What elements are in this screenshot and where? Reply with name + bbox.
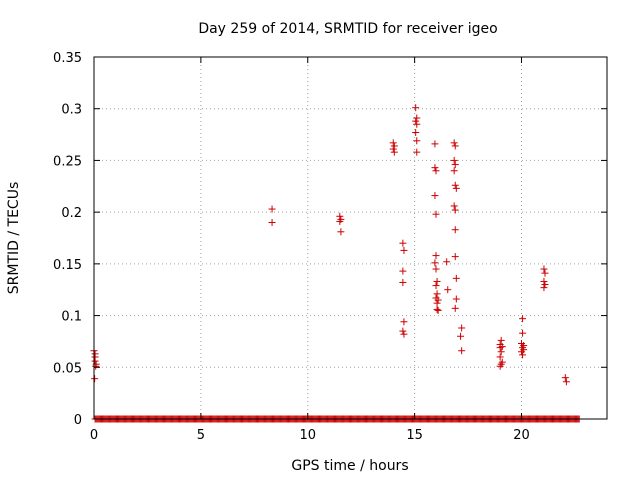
data-point [413, 148, 421, 156]
data-point [399, 278, 407, 286]
data-point [433, 277, 441, 285]
data-point [433, 290, 441, 298]
x-tick-label: 5 [197, 428, 205, 443]
data-point [496, 353, 504, 361]
grid-lines [94, 57, 607, 419]
data-point [431, 259, 439, 267]
data-point [451, 226, 459, 234]
data-point [451, 253, 459, 261]
data-point [400, 330, 408, 338]
data-point [412, 104, 420, 112]
data-point [561, 374, 569, 382]
y-tick-labels: 0 0.05 0.1 0.15 0.2 0.25 0.3 0.35 [53, 51, 82, 428]
data-point [337, 228, 345, 236]
data-point [452, 295, 460, 303]
data-point [451, 206, 459, 214]
data-point [400, 318, 408, 326]
data-point [432, 167, 440, 175]
y-tick-label: 0.1 [61, 310, 82, 325]
data-point [268, 218, 276, 226]
x-tick-label: 15 [406, 428, 423, 443]
data-point [452, 274, 460, 282]
data-point [497, 348, 505, 356]
data-point [451, 142, 459, 150]
y-tick-label: 0.05 [53, 361, 82, 376]
data-point [431, 164, 439, 172]
data-point [399, 239, 407, 247]
data-point [518, 348, 525, 356]
data-point [268, 205, 276, 213]
data-point [450, 139, 458, 147]
y-tick-label: 0.3 [61, 103, 82, 118]
data-points [90, 104, 583, 423]
data-point [451, 161, 459, 169]
data-point [91, 357, 99, 365]
data-point [431, 192, 439, 200]
data-point [433, 299, 441, 307]
data-point [413, 137, 421, 145]
data-point [496, 362, 504, 370]
data-point [458, 324, 466, 332]
data-point [541, 281, 549, 289]
data-point [399, 267, 407, 275]
plot-frame [93, 56, 608, 420]
data-point [91, 375, 99, 383]
data-point [389, 139, 397, 147]
data-point [450, 202, 458, 210]
data-point [562, 378, 570, 386]
x-tick-labels: 0 5 10 15 20 [90, 428, 530, 443]
y-tick-label: 0.15 [53, 258, 82, 273]
y-tick-label: 0 [74, 413, 82, 428]
data-point [519, 351, 527, 359]
data-point [451, 181, 459, 189]
y-tick-label: 0.35 [53, 51, 82, 66]
data-point [540, 284, 548, 292]
data-point [432, 210, 440, 218]
data-point [457, 332, 465, 340]
y-tick-label: 0.25 [53, 154, 82, 169]
axis-ticks [93, 56, 607, 420]
x-tick-label: 10 [299, 428, 316, 443]
data-point [336, 217, 344, 225]
data-point [519, 315, 527, 323]
data-point [413, 120, 421, 128]
chart-title: Day 259 of 2014, SRMTID for receiver ige… [198, 21, 497, 37]
data-point [92, 362, 100, 370]
data-point [413, 114, 421, 122]
data-point [431, 140, 439, 148]
data-point [519, 329, 527, 337]
data-point [412, 117, 420, 125]
data-point [399, 327, 407, 335]
data-point [443, 258, 451, 266]
x-tick-label: 0 [90, 428, 98, 443]
y-tick-label: 0.2 [61, 206, 82, 221]
data-point [450, 156, 458, 164]
data-point [540, 265, 548, 273]
data-point [496, 344, 504, 352]
x-axis-label: GPS time / hours [291, 458, 408, 474]
data-point [412, 129, 420, 137]
data-point [432, 265, 440, 273]
data-point [390, 148, 398, 156]
data-point [497, 336, 505, 344]
data-point [390, 142, 398, 150]
data-point [444, 286, 452, 294]
data-point [432, 252, 440, 260]
data-point [450, 167, 458, 175]
data-point [432, 282, 440, 290]
data-point [540, 277, 548, 285]
data-point [389, 145, 397, 153]
data-point [433, 305, 441, 313]
data-point [451, 304, 459, 312]
data-point [541, 269, 549, 277]
data-point [452, 184, 460, 192]
y-axis-label: SRMTID / TECUs [6, 182, 22, 295]
data-point [458, 347, 466, 355]
data-point [434, 306, 442, 314]
data-point [400, 246, 408, 254]
data-point [434, 296, 442, 304]
x-tick-label: 20 [513, 428, 530, 443]
